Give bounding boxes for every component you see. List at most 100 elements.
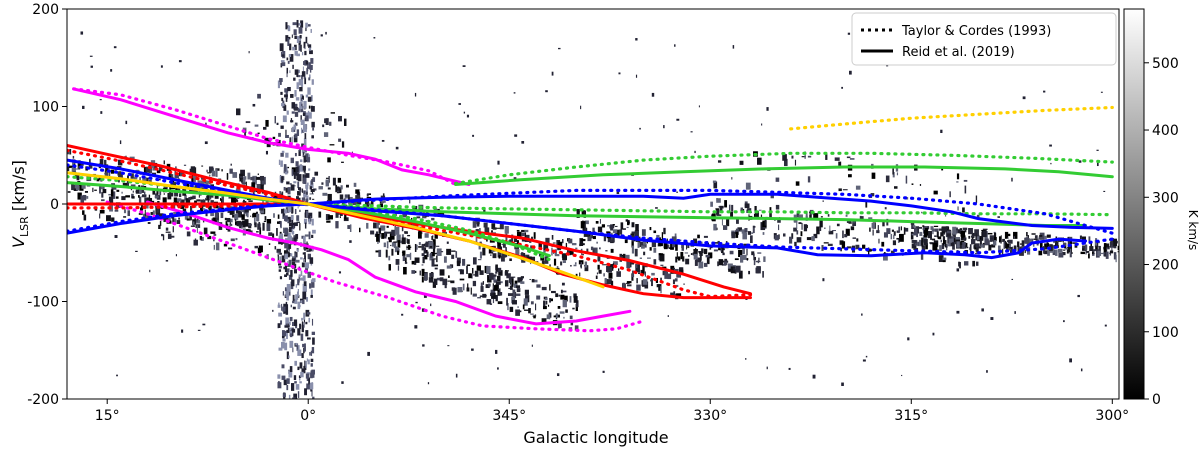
emission-pixel — [173, 202, 176, 209]
emission-pixel — [286, 384, 289, 391]
emission-pixel — [303, 100, 307, 109]
emission-pixel — [1109, 252, 1111, 254]
emission-pixel — [698, 261, 704, 269]
emission-pixel — [288, 323, 290, 328]
emission-pixel — [651, 240, 657, 248]
emission-pixel — [467, 283, 469, 290]
emission-pixel — [101, 199, 105, 202]
emission-pixel — [261, 176, 266, 185]
emission-pixel — [306, 68, 308, 75]
emission-pixel — [920, 240, 924, 246]
emission-pixel — [311, 179, 313, 185]
emission-pixel — [1103, 243, 1107, 251]
emission-pixel — [626, 282, 630, 284]
emission-pixel — [728, 268, 733, 272]
emission-pixel — [659, 237, 662, 241]
emission-pixel — [301, 353, 304, 359]
emission-pixel — [147, 222, 151, 224]
emission-pixel — [742, 232, 747, 240]
emission-pixel — [735, 231, 739, 238]
emission-pixel — [956, 241, 960, 248]
emission-pixel — [466, 264, 471, 266]
emission-pixel — [285, 134, 289, 139]
emission-pixel — [298, 274, 301, 277]
emission-pixel — [558, 294, 561, 297]
emission-pixel — [281, 330, 285, 338]
emission-pixel — [457, 287, 463, 293]
emission-pixel — [303, 321, 305, 328]
emission-pixel — [1043, 90, 1046, 93]
emission-pixel — [452, 287, 457, 295]
emission-pixel — [278, 269, 282, 272]
emission-pixel — [603, 236, 607, 242]
emission-pixel — [297, 305, 301, 310]
emission-pixel — [94, 189, 97, 191]
colorbar-tick-label: 300 — [1152, 190, 1179, 206]
emission-pixel — [813, 233, 818, 239]
emission-pixel — [207, 172, 211, 174]
emission-pixel — [446, 265, 452, 269]
emission-pixel — [520, 281, 525, 284]
emission-pixel — [297, 23, 301, 26]
emission-pixel — [341, 141, 345, 148]
emission-pixel — [829, 225, 831, 233]
emission-pixel — [285, 22, 288, 30]
emission-pixel — [421, 243, 425, 251]
emission-pixel — [305, 330, 309, 337]
emission-pixel — [379, 203, 383, 208]
emission-pixel — [308, 212, 313, 219]
emission-pixel — [456, 257, 461, 264]
emission-pixel — [292, 397, 296, 399]
emission-pixel — [488, 283, 491, 287]
emission-pixel — [103, 186, 105, 190]
emission-pixel — [173, 197, 178, 203]
emission-pixel — [425, 242, 429, 248]
emission-pixel — [306, 195, 309, 201]
emission-pixel — [321, 182, 324, 185]
emission-pixel — [439, 211, 445, 216]
emission-pixel — [110, 189, 114, 197]
emission-pixel — [370, 230, 375, 235]
emission-pixel — [295, 233, 299, 239]
emission-pixel — [1009, 248, 1014, 255]
emission-pixel — [581, 239, 586, 242]
emission-pixel — [564, 295, 568, 302]
emission-pixel — [884, 207, 887, 210]
emission-pixel — [303, 61, 305, 66]
emission-pixel — [841, 86, 844, 89]
emission-pixel — [418, 246, 422, 248]
emission-pixel — [281, 62, 286, 67]
emission-pixel — [579, 238, 584, 246]
emission-pixel — [186, 231, 191, 237]
emission-pixel — [536, 295, 541, 300]
emission-pixel — [338, 138, 342, 142]
emission-pixel — [1096, 149, 1099, 151]
emission-pixel — [796, 221, 798, 230]
emission-pixel — [950, 242, 955, 246]
emission-pixel — [82, 194, 87, 201]
emission-pixel — [304, 252, 306, 259]
emission-pixel — [1050, 162, 1052, 165]
emission-pixel — [511, 282, 514, 287]
emission-pixel — [582, 220, 584, 222]
emission-pixel — [110, 69, 113, 72]
emission-pixel — [940, 239, 942, 243]
emission-pixel — [497, 240, 501, 247]
emission-pixel — [306, 210, 308, 218]
emission-pixel — [971, 232, 975, 238]
emission-pixel — [744, 203, 750, 209]
emission-pixel — [606, 231, 610, 234]
emission-pixel — [1066, 247, 1069, 254]
emission-pixel — [635, 74, 638, 78]
emission-pixel — [311, 234, 314, 238]
emission-pixel — [370, 201, 374, 207]
emission-pixel — [597, 226, 603, 233]
emission-pixel — [557, 305, 561, 309]
emission-pixel — [580, 105, 582, 110]
emission-pixel — [482, 281, 484, 285]
emission-pixel — [731, 204, 734, 212]
emission-pixel — [1008, 239, 1013, 244]
emission-pixel — [924, 227, 929, 236]
emission-pixel — [490, 254, 492, 257]
emission-pixel — [933, 225, 939, 228]
